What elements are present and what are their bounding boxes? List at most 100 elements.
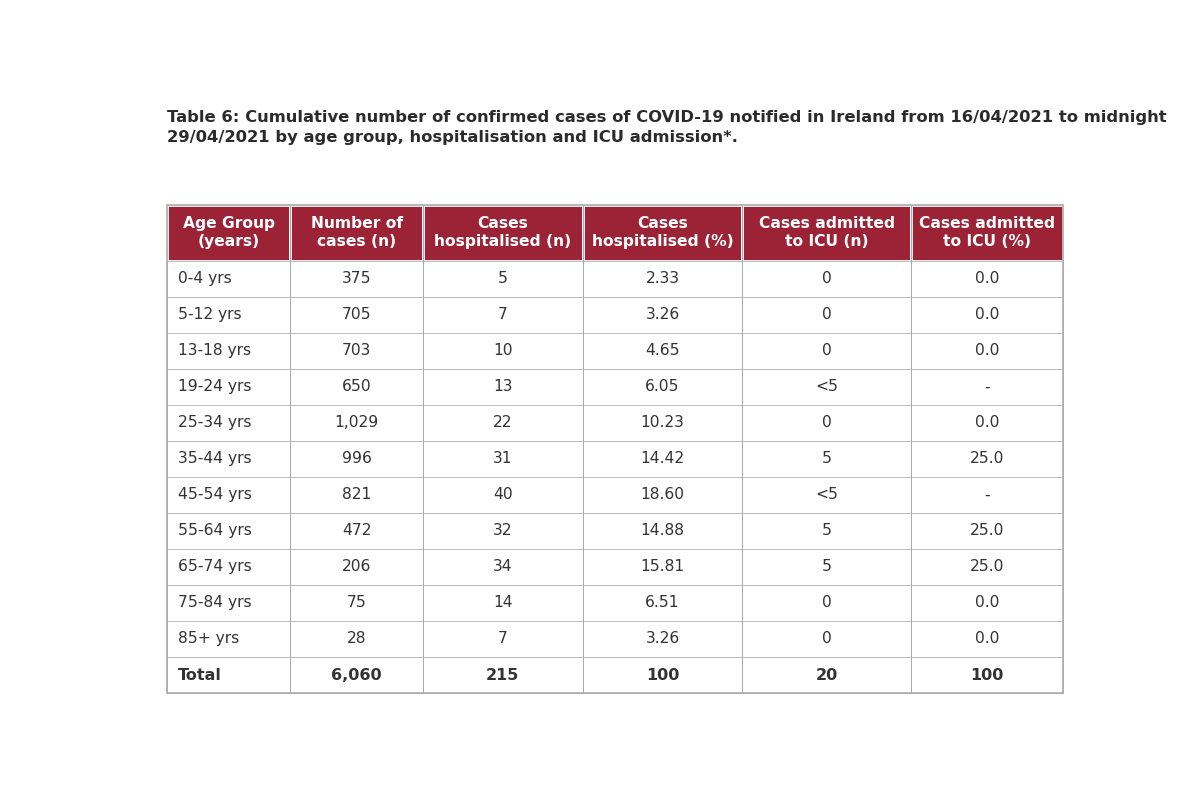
Bar	[583, 585, 743, 621]
Bar	[424, 549, 583, 585]
Text: 996: 996	[342, 452, 372, 467]
Bar	[911, 333, 1063, 369]
Bar	[583, 261, 743, 297]
Bar	[743, 333, 911, 369]
Bar	[911, 585, 1063, 621]
Bar	[911, 369, 1063, 405]
Text: 4.65: 4.65	[646, 343, 680, 358]
Bar	[911, 621, 1063, 657]
Text: 75-84 yrs: 75-84 yrs	[178, 596, 252, 611]
Bar	[424, 477, 583, 513]
Bar	[167, 585, 290, 621]
Text: -: -	[984, 380, 990, 395]
Text: Cases admitted
to ICU (n): Cases admitted to ICU (n)	[758, 216, 894, 249]
Text: 0.0: 0.0	[974, 415, 1000, 430]
Bar	[290, 549, 424, 585]
Text: 6.51: 6.51	[646, 596, 679, 611]
Bar	[424, 261, 583, 297]
Text: 703: 703	[342, 343, 372, 358]
Text: 215: 215	[486, 668, 520, 683]
Text: 3.26: 3.26	[646, 307, 679, 322]
Bar	[583, 621, 743, 657]
Text: 6,060: 6,060	[331, 668, 382, 683]
Bar	[743, 513, 911, 549]
Text: Age Group
(years): Age Group (years)	[182, 216, 275, 249]
Text: 28: 28	[347, 631, 366, 646]
Text: 0: 0	[822, 271, 832, 286]
Text: 25.0: 25.0	[970, 524, 1004, 539]
Bar	[743, 441, 911, 477]
Text: 100: 100	[971, 668, 1003, 683]
Text: 0: 0	[822, 415, 832, 430]
Bar	[167, 205, 1063, 693]
Text: 35-44 yrs: 35-44 yrs	[178, 452, 252, 467]
Text: 14.88: 14.88	[641, 524, 684, 539]
Bar	[424, 405, 583, 441]
Bar	[743, 585, 911, 621]
Bar	[583, 297, 743, 333]
Bar	[583, 657, 743, 693]
Bar	[911, 657, 1063, 693]
Bar	[290, 333, 424, 369]
Bar	[743, 261, 911, 297]
Bar	[167, 621, 290, 657]
Bar	[290, 441, 424, 477]
Bar	[167, 405, 290, 441]
Bar	[583, 333, 743, 369]
Text: 705: 705	[342, 307, 372, 322]
Bar	[911, 205, 1063, 261]
Text: 7: 7	[498, 631, 508, 646]
Bar	[583, 441, 743, 477]
Text: 0.0: 0.0	[974, 307, 1000, 322]
Text: 13: 13	[493, 380, 512, 395]
Text: 22: 22	[493, 415, 512, 430]
Text: 206: 206	[342, 559, 372, 574]
Bar	[424, 333, 583, 369]
Text: 25.0: 25.0	[970, 452, 1004, 467]
Bar	[743, 657, 911, 693]
Text: 25-34 yrs: 25-34 yrs	[178, 415, 252, 430]
Bar	[424, 657, 583, 693]
Text: <5: <5	[815, 487, 838, 502]
Bar	[424, 369, 583, 405]
Bar	[743, 205, 911, 261]
Bar	[290, 205, 424, 261]
Bar	[743, 549, 911, 585]
Text: 0-4 yrs: 0-4 yrs	[178, 271, 232, 286]
Bar	[743, 297, 911, 333]
Text: 45-54 yrs: 45-54 yrs	[178, 487, 252, 502]
Bar	[167, 369, 290, 405]
Text: 5: 5	[498, 271, 508, 286]
Bar	[583, 205, 743, 261]
Text: 0: 0	[822, 631, 832, 646]
Text: 650: 650	[342, 380, 372, 395]
Text: 0: 0	[822, 596, 832, 611]
Text: 0: 0	[822, 307, 832, 322]
Text: Cases admitted
to ICU (%): Cases admitted to ICU (%)	[919, 216, 1055, 249]
Text: 3.26: 3.26	[646, 631, 679, 646]
Bar	[583, 405, 743, 441]
Bar	[290, 261, 424, 297]
Bar	[167, 441, 290, 477]
Text: -: -	[984, 487, 990, 502]
Bar	[583, 369, 743, 405]
Text: 85+ yrs: 85+ yrs	[178, 631, 239, 646]
Bar	[290, 621, 424, 657]
Bar	[167, 549, 290, 585]
Bar	[911, 477, 1063, 513]
Bar	[583, 477, 743, 513]
Text: 25.0: 25.0	[970, 559, 1004, 574]
Bar	[167, 657, 290, 693]
Bar	[424, 205, 583, 261]
Text: 65-74 yrs: 65-74 yrs	[178, 559, 252, 574]
Text: 0.0: 0.0	[974, 343, 1000, 358]
Text: 5: 5	[822, 559, 832, 574]
Bar	[424, 513, 583, 549]
Text: 472: 472	[342, 524, 372, 539]
Bar	[167, 477, 290, 513]
Text: 0.0: 0.0	[974, 596, 1000, 611]
Text: 6.05: 6.05	[646, 380, 679, 395]
Text: 2.33: 2.33	[646, 271, 679, 286]
Bar	[583, 549, 743, 585]
Text: 100: 100	[646, 668, 679, 683]
